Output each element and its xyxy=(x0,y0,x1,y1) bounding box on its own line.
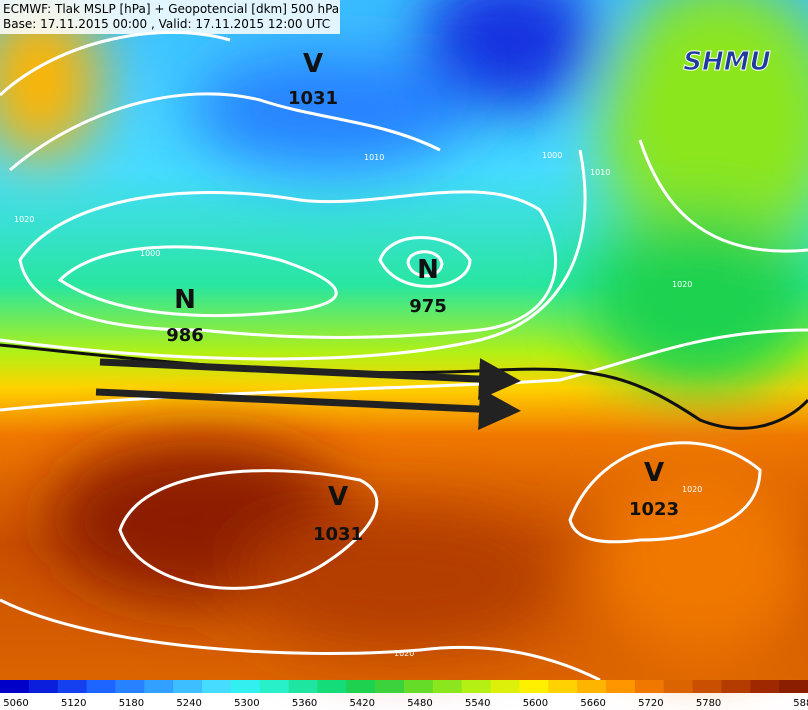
pressure-centers: V 1031 N 975 N 986 V 1031 V 1023 xyxy=(166,49,679,545)
colorbar-label: 5600 xyxy=(523,698,548,709)
colorbar-swatch xyxy=(173,680,203,693)
header-box xyxy=(0,0,340,34)
colorbar-swatch xyxy=(230,680,261,693)
colorbar-label: 5780 xyxy=(696,698,721,709)
colorbar-label: 5880 xyxy=(793,698,808,709)
colorbar-swatch xyxy=(721,680,751,693)
center-letter: V xyxy=(328,482,348,512)
colorbar-swatch xyxy=(663,680,694,693)
colorbar-swatch xyxy=(259,680,290,693)
colorbar-swatch xyxy=(0,680,30,693)
colorbar: 5060 5120 5180 5240 5300 5360 5420 5480 5540 5600… xyxy=(0,680,808,709)
colorbar-swatch xyxy=(404,680,434,693)
center-letter: V xyxy=(303,49,323,79)
isobar-label: 1020 xyxy=(672,280,692,289)
colorbar-swatch xyxy=(461,680,492,693)
colorbar-swatch xyxy=(28,680,59,693)
isobar-label: 1000 xyxy=(140,249,160,258)
colorbar-swatch xyxy=(57,680,88,693)
isobars xyxy=(0,30,808,682)
colorbar-swatch xyxy=(490,680,520,693)
colorbar-swatch xyxy=(577,680,607,693)
center-value: 986 xyxy=(166,325,204,346)
isobar-label: 1010 xyxy=(364,153,384,162)
colorbar-swatch xyxy=(634,680,665,693)
colorbar-label: 5240 xyxy=(176,698,201,709)
colorbar-label: 5660 xyxy=(580,698,605,709)
colorbar-swatch xyxy=(144,680,174,693)
colorbar-swatch xyxy=(750,680,780,693)
colorbar-label: 5720 xyxy=(638,698,663,709)
colorbar-label: 5060 xyxy=(3,698,28,709)
center-value: 1031 xyxy=(288,88,338,109)
colorbar-label: 5480 xyxy=(407,698,432,709)
center-value: 1023 xyxy=(629,499,679,520)
colorbar-label: 5180 xyxy=(119,698,144,709)
center-value: 1031 xyxy=(313,524,363,545)
colorbar-swatch xyxy=(317,680,347,693)
center-letter: N xyxy=(417,255,439,285)
isobar-label: 1020 xyxy=(682,485,702,494)
logo: SHMU xyxy=(683,47,770,77)
map-background xyxy=(0,0,808,680)
center-value: 975 xyxy=(409,296,447,317)
colorbar-label: 5540 xyxy=(465,698,490,709)
center-letter: N xyxy=(174,285,196,315)
colorbar-label: 5360 xyxy=(292,698,317,709)
header-title: ECMWF: Tlak MSLP [hPa] + Geopotencial [d… xyxy=(3,2,339,16)
colorbar-swatch xyxy=(115,680,145,693)
isobar-label: 1020 xyxy=(14,215,34,224)
colorbar-swatch xyxy=(288,680,318,693)
isobar-label: 1020 xyxy=(394,649,414,658)
colorbar-swatch xyxy=(432,680,463,693)
colorbar-label: 5300 xyxy=(234,698,259,709)
colorbar-swatch xyxy=(606,680,636,693)
isobar-label: 1010 xyxy=(590,168,610,177)
colorbar-swatch xyxy=(346,680,376,693)
colorbar-swatch xyxy=(202,680,232,693)
isobar-labels: 1020 1000 1010 1000 1010 1020 1020 1020 xyxy=(14,151,702,658)
colorbar-swatch xyxy=(86,680,116,693)
isobar-label: 1000 xyxy=(542,151,562,160)
colorbar-swatch xyxy=(548,680,578,693)
center-letter: V xyxy=(644,458,664,488)
colorbar-label: 5120 xyxy=(61,698,86,709)
colorbar-swatch xyxy=(375,680,405,693)
header-subtitle: Base: 17.11.2015 00:00 , Valid: 17.11.20… xyxy=(3,17,330,31)
colorbar-label: 5420 xyxy=(350,698,375,709)
colorbar-swatch xyxy=(692,680,722,693)
colorbar-swatch xyxy=(519,680,549,693)
colorbar-swatch xyxy=(779,680,808,693)
